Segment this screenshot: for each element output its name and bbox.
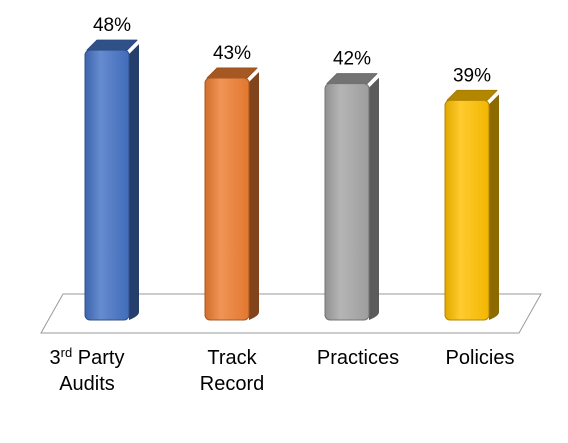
bar-top-face [86, 39, 138, 51]
bar-front-face [444, 99, 490, 321]
bar-front-face [84, 49, 130, 321]
bar-top-face [326, 73, 378, 85]
bar-front-face [324, 83, 370, 321]
bar-top-face [206, 67, 258, 79]
data-label: 43% [213, 43, 251, 64]
bar-side-face [369, 77, 379, 320]
bar-2 [204, 67, 259, 321]
category-label: 3rd Party Audits [50, 345, 125, 396]
category-label: Policies [446, 347, 515, 369]
bar-1 [84, 39, 139, 321]
bar-side-face [489, 94, 499, 320]
category-label: Practices [317, 347, 399, 369]
category-label: Track Record [200, 347, 264, 395]
bar-3 [324, 73, 379, 321]
bar-front-face [204, 77, 250, 321]
bar-4 [444, 89, 499, 321]
bar-side-face [129, 44, 139, 320]
bar-top-face [446, 89, 498, 101]
chart-floor [40, 293, 542, 334]
data-label: 39% [453, 65, 491, 86]
data-label: 42% [333, 49, 371, 70]
bar-side-face [249, 72, 259, 320]
data-label: 48% [93, 15, 131, 36]
